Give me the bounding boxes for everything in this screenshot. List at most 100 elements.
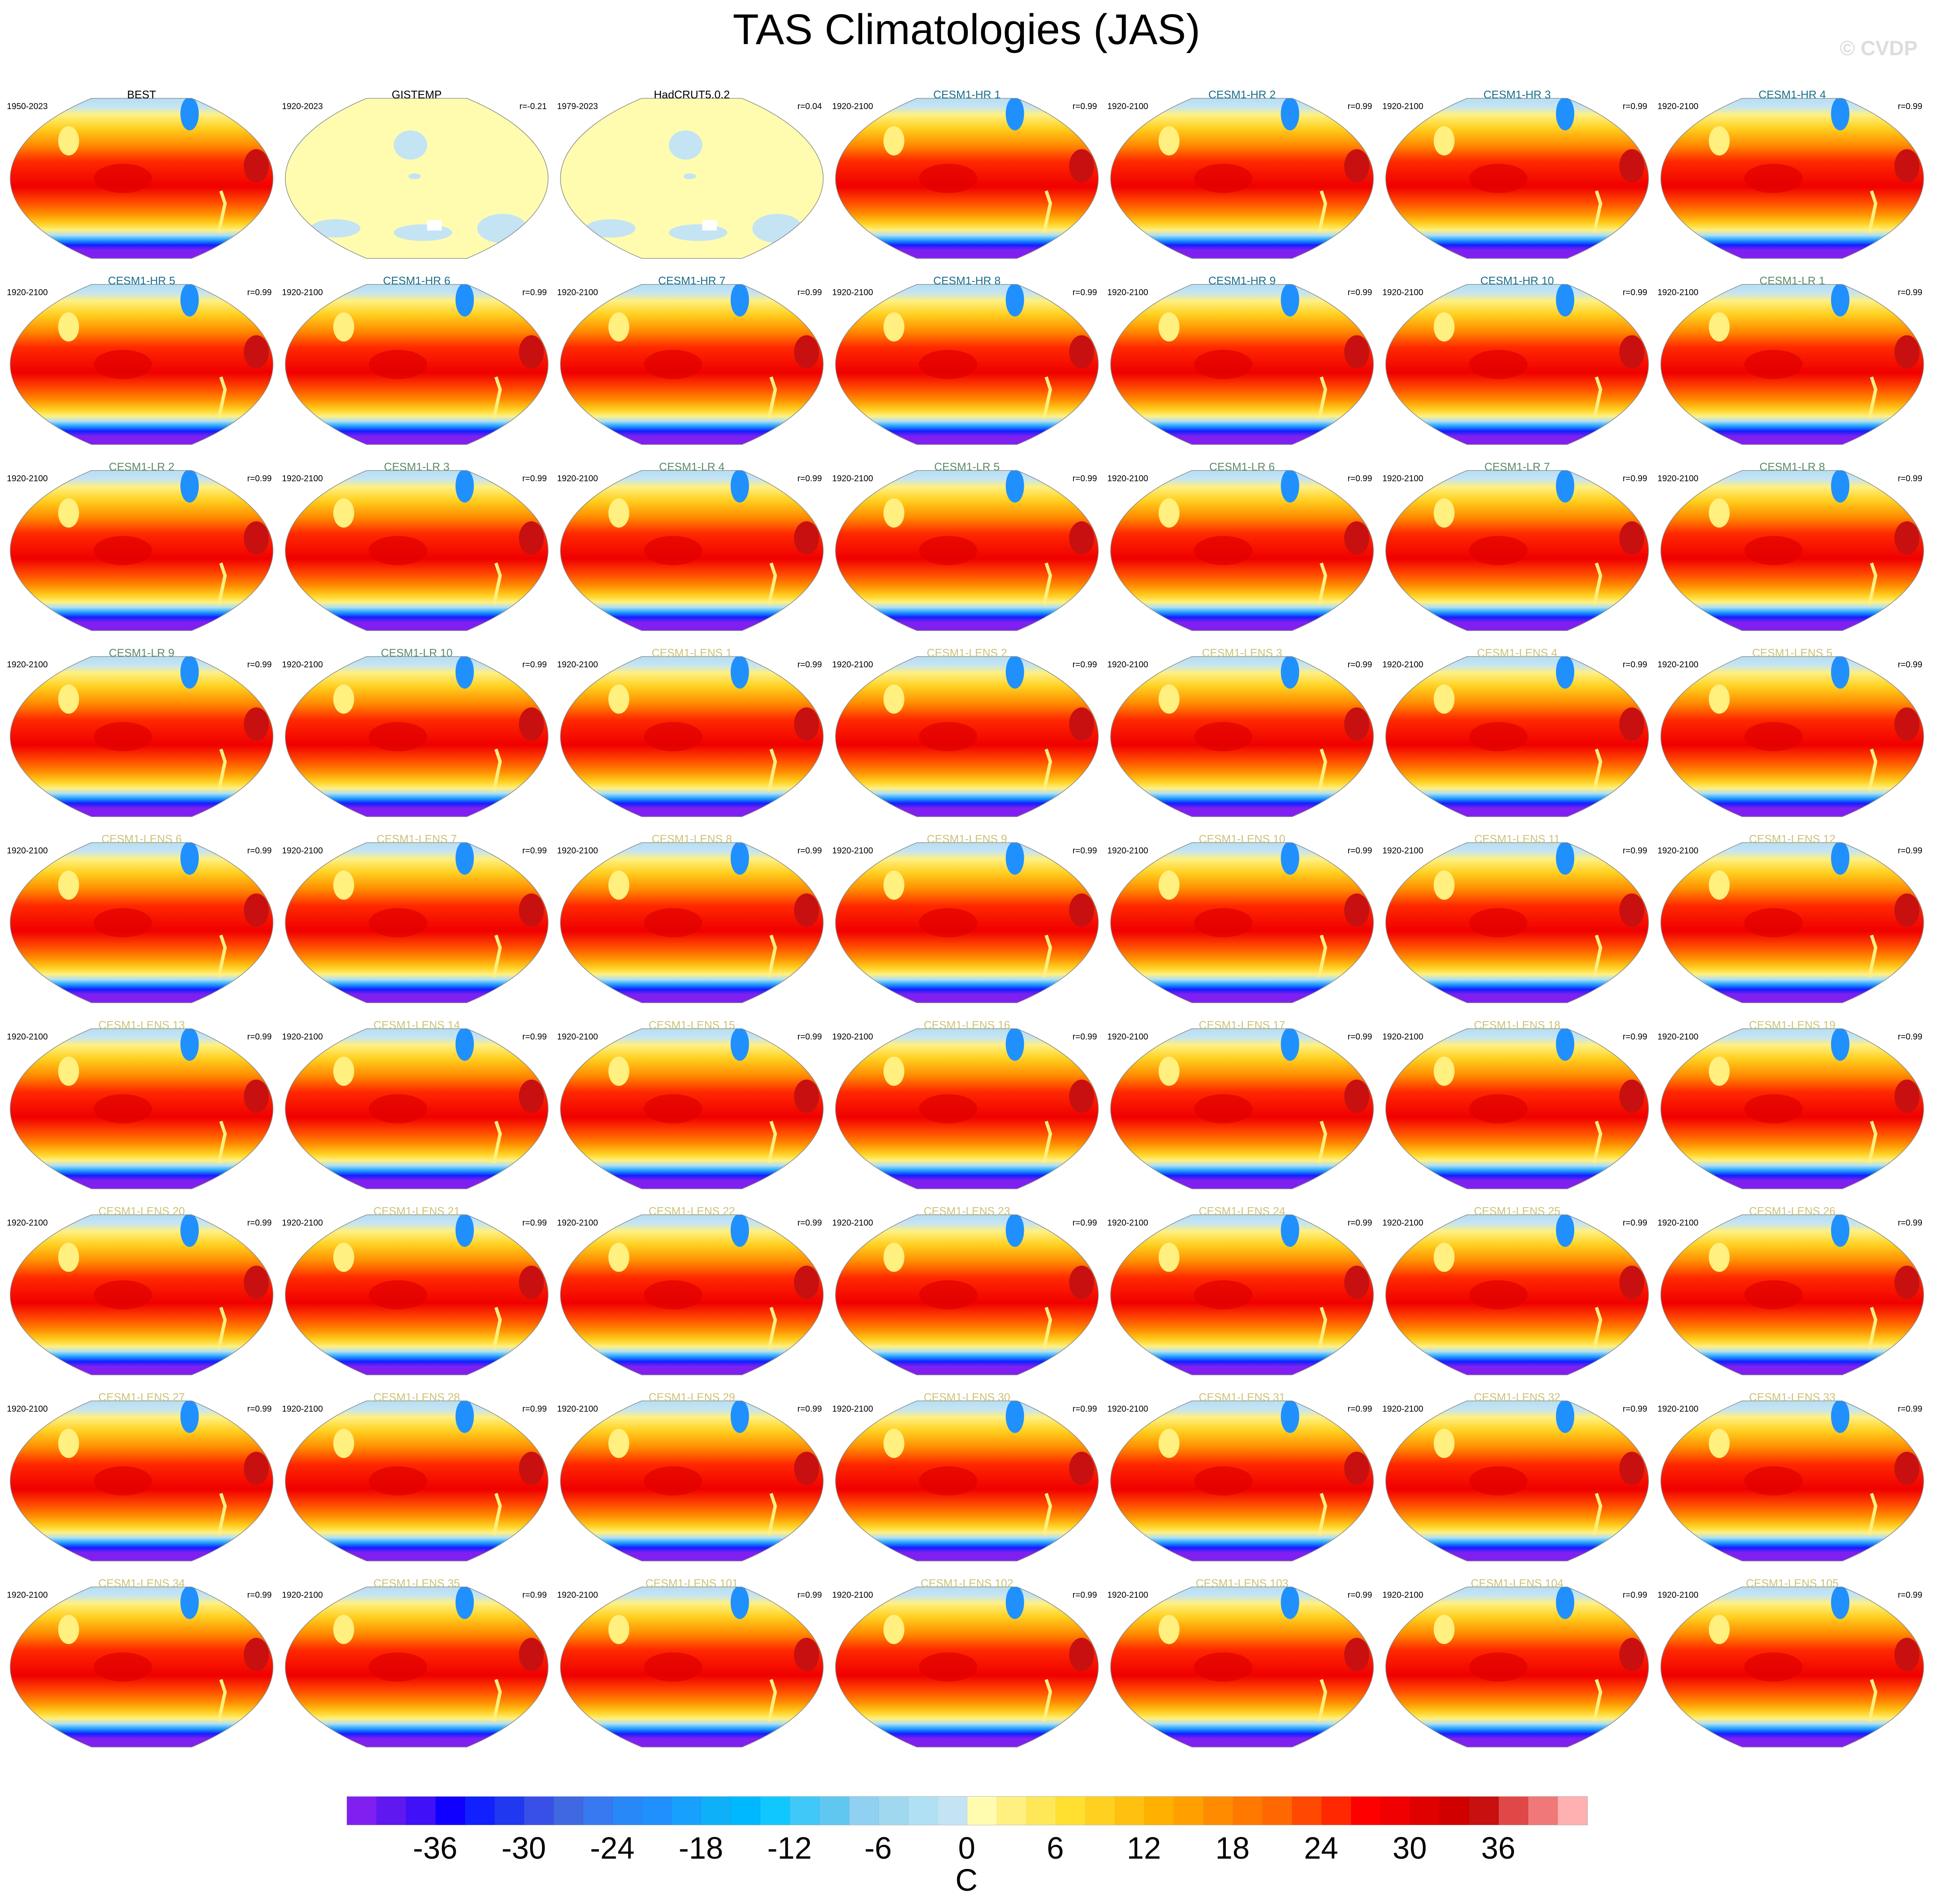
map-panel: CESM1-LENS 21 1920-2100 r=0.99 (282, 1205, 557, 1391)
panel-title: CESM1-HR 9 (1208, 274, 1276, 287)
colorbar-swatch (1322, 1797, 1352, 1825)
panel-title: CESM1-HR 4 (1758, 88, 1826, 101)
colorbar-swatch (1174, 1797, 1204, 1825)
panel-years: 1920-2100 (1657, 1590, 1699, 1600)
panel-title: CESM1-LR 9 (109, 646, 175, 659)
panel-pattern-correlation: r=0.99 (1897, 660, 1922, 669)
map-panel: CESM1-LR 8 1920-2100 r=0.99 (1657, 460, 1933, 646)
map-panel: CESM1-LENS 13 1920-2100 r=0.99 (7, 1019, 282, 1205)
panel-pattern-correlation: r=0.99 (247, 1404, 272, 1414)
global-map (835, 98, 1099, 259)
panel-title: CESM1-LENS 29 (648, 1391, 735, 1404)
panel-years: 1920-2100 (832, 288, 873, 297)
panel-pattern-correlation: r=0.99 (1072, 1590, 1097, 1600)
colorbar-swatch (1144, 1797, 1174, 1825)
global-map (1660, 1028, 1924, 1189)
panel-years: 1920-2100 (832, 474, 873, 483)
panel-title: CESM1-LR 3 (384, 460, 450, 473)
colorbar-swatch (436, 1797, 465, 1825)
global-map (835, 842, 1099, 1003)
panel-title: CESM1-LENS 20 (98, 1205, 185, 1217)
global-map (560, 1587, 824, 1747)
panel-years: 1920-2100 (7, 660, 48, 669)
global-map (560, 98, 824, 259)
panel-pattern-correlation: r=0.99 (1897, 102, 1922, 111)
colorbar-swatch (1055, 1797, 1085, 1825)
global-map (560, 842, 824, 1003)
panel-years: 1920-2100 (557, 1404, 598, 1414)
colorbar-tick-label: -12 (767, 1831, 812, 1866)
map-panel: CESM1-LENS 14 1920-2100 r=0.99 (282, 1019, 557, 1205)
colorbar-swatch (849, 1797, 879, 1825)
map-panel: CESM1-LENS 19 1920-2100 r=0.99 (1657, 1019, 1933, 1205)
colorbar-tick-label: 6 (1047, 1831, 1064, 1866)
panel-pattern-correlation: r=0.99 (247, 1590, 272, 1600)
cvdp-watermark: © CVDP (1840, 37, 1918, 60)
panel-years: 1920-2100 (1657, 660, 1699, 669)
panel-pattern-correlation: r=0.99 (247, 474, 272, 483)
global-map (1110, 1587, 1374, 1747)
global-map (1660, 284, 1924, 445)
panel-title: CESM1-LENS 21 (373, 1205, 460, 1217)
map-panel: CESM1-LENS 9 1920-2100 r=0.99 (832, 832, 1107, 1019)
global-map (1110, 470, 1374, 631)
global-map (835, 1028, 1099, 1189)
colorbar-tick-label: 18 (1215, 1831, 1250, 1866)
panel-title: CESM1-HR 3 (1483, 88, 1551, 101)
colorbar-unit-label: C (955, 1863, 978, 1898)
map-panel: CESM1-LR 2 1920-2100 r=0.99 (7, 460, 282, 646)
map-panel: CESM1-LR 6 1920-2100 r=0.99 (1107, 460, 1382, 646)
global-map (835, 1214, 1099, 1375)
panel-pattern-correlation: r=0.99 (797, 1032, 822, 1042)
panel-pattern-correlation: r=0.99 (522, 660, 547, 669)
panel-title: CESM1-LENS 24 (1198, 1205, 1286, 1217)
panel-years: 1920-2100 (557, 1218, 598, 1228)
panel-title: CESM1-LENS 27 (98, 1391, 185, 1404)
panel-title: CESM1-LENS 104 (1471, 1577, 1564, 1590)
colorbar-swatch (1499, 1797, 1529, 1825)
colorbar-swatch (377, 1797, 406, 1825)
panel-years: 1920-2100 (557, 474, 598, 483)
panel-title: CESM1-HR 10 (1480, 274, 1554, 287)
panel-pattern-correlation: r=0.99 (797, 288, 822, 297)
panel-pattern-correlation: r=0.99 (1072, 660, 1097, 669)
colorbar-swatch (1203, 1797, 1233, 1825)
panel-years: 1920-2100 (832, 660, 873, 669)
map-panel: HadCRUT5.0.2 1979-2023 r=0.04 (557, 88, 832, 274)
panel-pattern-correlation: r=0.99 (1622, 846, 1647, 856)
panel-pattern-correlation: r=0.99 (1622, 102, 1647, 111)
global-map (1110, 842, 1374, 1003)
panel-years: 1920-2100 (282, 1404, 323, 1414)
colorbar-swatch (908, 1797, 938, 1825)
map-panel: CESM1-LENS 24 1920-2100 r=0.99 (1107, 1205, 1382, 1391)
panel-pattern-correlation: r=-0.21 (519, 102, 547, 111)
panel-pattern-correlation: r=0.99 (1347, 102, 1372, 111)
panel-pattern-correlation: r=0.99 (1347, 474, 1372, 483)
panel-years: 1920-2100 (7, 1404, 48, 1414)
panel-pattern-correlation: r=0.99 (1347, 660, 1372, 669)
colorbar-swatch (878, 1797, 908, 1825)
panel-years: 1920-2100 (282, 660, 323, 669)
global-map (1385, 284, 1649, 445)
map-panel: CESM1-LR 4 1920-2100 r=0.99 (557, 460, 832, 646)
panel-years: 1920-2100 (557, 660, 598, 669)
global-map (10, 1587, 273, 1747)
panel-title: CESM1-LENS 10 (1198, 832, 1286, 845)
panel-pattern-correlation: r=0.99 (522, 846, 547, 856)
panel-years: 1920-2100 (832, 846, 873, 856)
colorbar-swatch (1381, 1797, 1411, 1825)
panel-pattern-correlation: r=0.99 (1622, 1032, 1647, 1042)
panel-title: CESM1-LENS 5 (1752, 646, 1832, 659)
panel-years: 1920-2100 (1382, 1590, 1423, 1600)
colorbar-swatch (1292, 1797, 1322, 1825)
panel-pattern-correlation: r=0.99 (1622, 1218, 1647, 1228)
panel-years: 1920-2100 (7, 288, 48, 297)
panel-title: CESM1-HR 1 (933, 88, 1001, 101)
panel-pattern-correlation: r=0.99 (247, 288, 272, 297)
global-map (1660, 842, 1924, 1003)
map-panel: CESM1-LENS 7 1920-2100 r=0.99 (282, 832, 557, 1019)
panel-years: 1920-2100 (7, 474, 48, 483)
global-map (1110, 1028, 1374, 1189)
panel-pattern-correlation: r=0.99 (1897, 1590, 1922, 1600)
global-map (285, 98, 548, 259)
